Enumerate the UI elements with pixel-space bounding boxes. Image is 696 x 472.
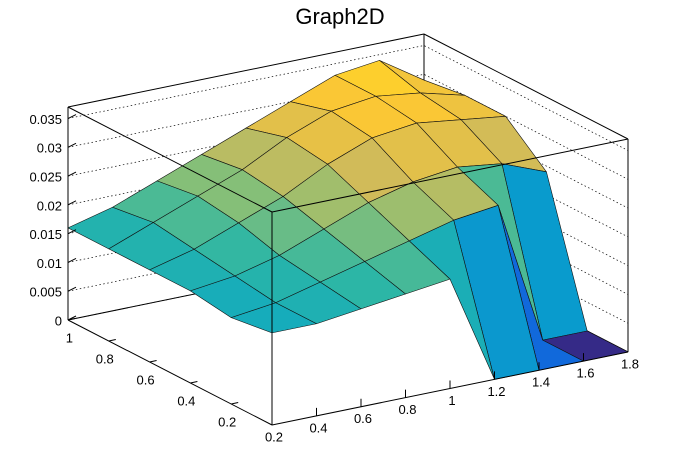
z-tick-label: 0.01 bbox=[37, 256, 62, 271]
x-tick-label: 1.8 bbox=[621, 356, 639, 371]
chart-title: Graph2D bbox=[295, 4, 384, 29]
grid-line bbox=[67, 102, 629, 209]
y-axis bbox=[67, 319, 273, 426]
x-tick-label: 0.8 bbox=[398, 402, 416, 417]
box-edge bbox=[67, 106, 273, 213]
y-tick-label: 0.2 bbox=[218, 414, 236, 429]
x-tick-label: 0.6 bbox=[354, 411, 372, 426]
y-tick bbox=[149, 360, 157, 363]
x-tick-label: 0.4 bbox=[309, 420, 327, 435]
y-tick bbox=[231, 402, 239, 405]
surface-cell bbox=[230, 302, 317, 334]
z-tick bbox=[67, 171, 77, 177]
x-tick-label: 1.2 bbox=[487, 384, 505, 399]
z-tick-label: 0.02 bbox=[37, 198, 62, 213]
y-tick-label: 0.6 bbox=[137, 372, 155, 387]
z-tick-label: 0.035 bbox=[29, 112, 62, 127]
y-tick bbox=[108, 339, 116, 342]
y-tick bbox=[67, 318, 76, 321]
grid-line bbox=[67, 45, 629, 151]
z-tick-label: 0.015 bbox=[29, 227, 62, 242]
z-tick bbox=[67, 142, 77, 148]
z-tick bbox=[67, 200, 77, 206]
z-tick bbox=[67, 229, 77, 235]
grid-line bbox=[67, 73, 629, 180]
y-tick-label: 1 bbox=[66, 330, 73, 345]
x-tick-label: 1 bbox=[448, 393, 455, 408]
z-tick bbox=[67, 257, 77, 263]
box-edge bbox=[271, 138, 629, 213]
y-tick bbox=[190, 381, 198, 384]
z-tick-label: 0.025 bbox=[29, 170, 62, 185]
z-tick bbox=[67, 114, 77, 119]
x-tick-label: 0.2 bbox=[265, 429, 283, 444]
z-tick-label: 0.03 bbox=[37, 141, 62, 156]
y-tick-label: 0.4 bbox=[177, 393, 195, 408]
box-edge bbox=[423, 33, 629, 140]
x-tick-label: 1.4 bbox=[532, 375, 550, 390]
x-tick-label: 1.6 bbox=[576, 366, 594, 381]
y-tick-label: 0.8 bbox=[96, 351, 114, 366]
box-edge bbox=[67, 33, 425, 108]
z-tick bbox=[67, 286, 77, 292]
z-tick-label: 0.005 bbox=[29, 285, 62, 300]
z-tick-label: 0 bbox=[55, 313, 62, 328]
